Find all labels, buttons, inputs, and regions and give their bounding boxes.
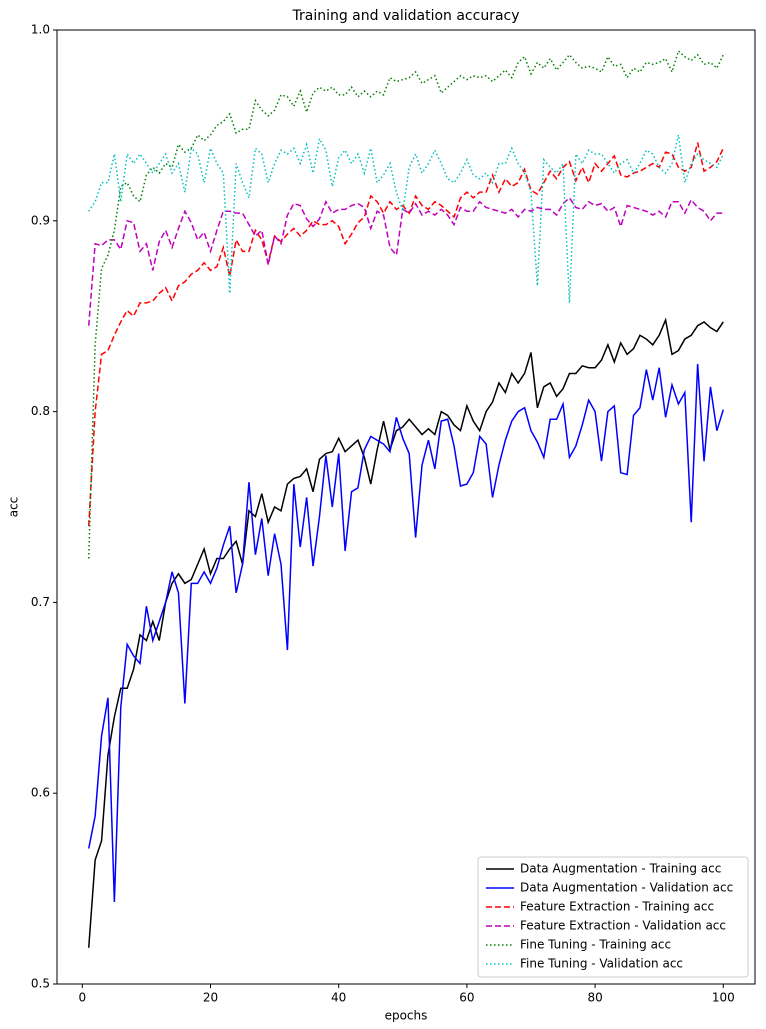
plot-frame <box>56 29 756 985</box>
legend-box <box>477 856 749 978</box>
chart-title: Training and validation accuracy <box>291 8 519 24</box>
x-axis-label: epochs <box>385 1009 428 1023</box>
x-tick-label: 60 <box>459 991 474 1005</box>
legend-label: Feature Extraction - Training acc <box>520 900 714 914</box>
x-tick-label: 20 <box>203 991 218 1005</box>
series-line <box>87 363 724 902</box>
y-tick-label: 0.6 <box>31 786 50 800</box>
x-tick-label: 0 <box>78 991 86 1005</box>
y-tick-label: 0.8 <box>31 404 50 418</box>
series-line <box>87 317 724 948</box>
y-tick-label: 0.7 <box>31 595 50 609</box>
series-line <box>87 49 724 559</box>
series-line <box>87 142 724 527</box>
series-line <box>88 134 724 303</box>
legend-label: Data Augmentation - Validation acc <box>520 881 733 895</box>
y-tick-label: 0.5 <box>31 977 50 991</box>
y-axis-label: acc <box>7 497 21 518</box>
x-tick-label: 80 <box>587 991 602 1005</box>
legend-label: Fine Tuning - Training acc <box>520 938 671 952</box>
series-line <box>87 196 724 326</box>
legend-label: Data Augmentation - Training acc <box>520 862 721 876</box>
x-tick-label: 40 <box>331 991 346 1005</box>
x-tick-label: 100 <box>712 991 735 1005</box>
y-tick-label: 0.9 <box>31 213 50 227</box>
legend-label: Feature Extraction - Validation acc <box>520 919 726 933</box>
legend-label: Fine Tuning - Validation acc <box>520 957 683 971</box>
y-tick-label: 1.0 <box>31 23 50 37</box>
